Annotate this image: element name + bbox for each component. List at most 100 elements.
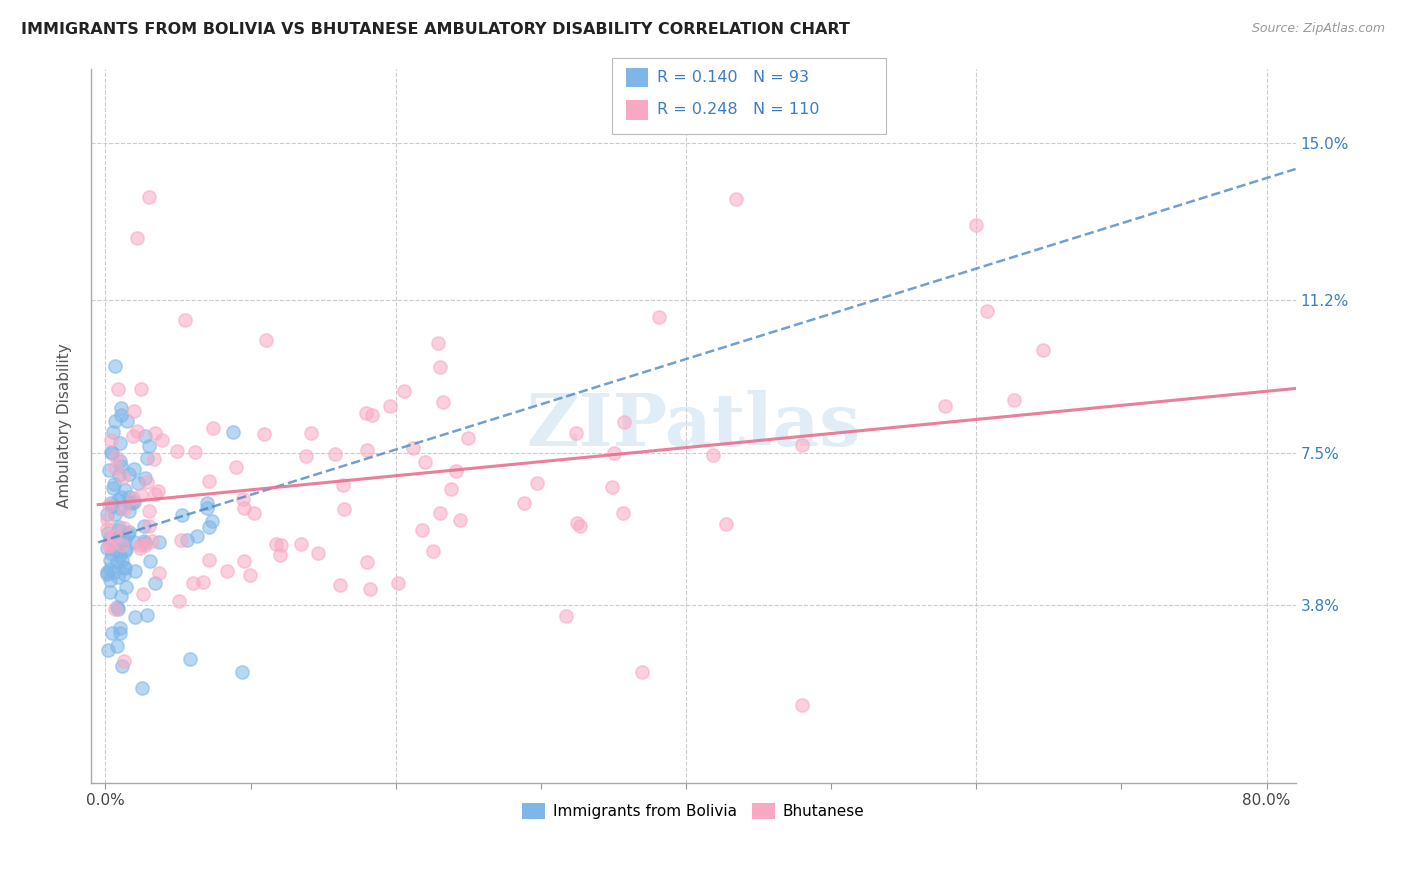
Point (356, 555, 378, 569)
Point (392, 384, 415, 398)
Point (100, 496, 122, 510)
Point (295, 449, 318, 463)
Point (122, 462, 145, 476)
Point (225, 459, 247, 474)
Point (197, 475, 219, 489)
Point (136, 608, 159, 623)
Point (138, 518, 160, 533)
Point (148, 534, 170, 549)
Point (290, 537, 312, 551)
Point (108, 454, 131, 468)
Legend: Immigrants from Bolivia, Bhutanese: Immigrants from Bolivia, Bhutanese (516, 797, 870, 825)
Point (103, 542, 125, 557)
Point (134, 429, 156, 443)
Point (107, 492, 129, 507)
Point (131, 681, 153, 695)
Point (233, 501, 256, 516)
Point (426, 336, 449, 351)
Point (965, 219, 987, 233)
Text: R = 0.248   N = 110: R = 0.248 N = 110 (657, 103, 820, 117)
Point (612, 507, 634, 521)
Point (114, 541, 136, 556)
Point (110, 501, 132, 516)
Point (231, 665, 253, 679)
Point (600, 480, 623, 494)
Point (134, 538, 156, 552)
Point (356, 443, 378, 458)
Point (565, 426, 588, 441)
Point (354, 405, 377, 419)
Point (108, 548, 131, 562)
Point (790, 698, 813, 712)
Point (98, 561, 121, 575)
Point (195, 496, 218, 510)
Point (176, 533, 198, 548)
Point (96, 565, 118, 579)
Point (101, 500, 124, 514)
Point (440, 482, 463, 496)
Point (101, 445, 124, 459)
Point (103, 529, 125, 543)
Point (110, 490, 132, 504)
Point (143, 575, 166, 590)
Point (110, 401, 132, 415)
Point (110, 589, 132, 603)
Point (565, 516, 588, 530)
Point (118, 467, 141, 482)
Point (114, 533, 136, 548)
Point (186, 529, 208, 543)
Point (449, 513, 471, 527)
Point (239, 567, 262, 582)
Point (104, 602, 127, 616)
Point (122, 404, 145, 418)
Point (716, 517, 738, 532)
Point (270, 538, 292, 552)
Point (127, 425, 149, 439)
Point (174, 313, 197, 327)
Point (121, 495, 143, 509)
Point (98, 573, 121, 587)
Point (107, 383, 129, 397)
Point (166, 443, 188, 458)
Point (1002, 392, 1025, 407)
Point (121, 428, 143, 442)
Point (104, 507, 127, 521)
Point (191, 575, 214, 590)
Point (167, 594, 190, 608)
Point (112, 560, 135, 574)
Point (129, 382, 152, 396)
Point (112, 566, 135, 581)
Point (170, 533, 193, 547)
Point (103, 566, 125, 580)
Point (100, 445, 122, 459)
Point (114, 544, 136, 558)
Point (323, 447, 346, 461)
Point (1032, 343, 1054, 357)
Point (100, 584, 122, 599)
Point (976, 303, 998, 318)
Point (96, 541, 118, 555)
Point (569, 519, 592, 533)
Point (122, 534, 145, 549)
Point (148, 483, 170, 498)
Point (103, 477, 125, 491)
Point (101, 547, 124, 561)
Point (129, 538, 152, 552)
Point (181, 576, 204, 591)
Point (141, 533, 163, 548)
Point (100, 433, 122, 447)
Point (110, 459, 132, 474)
Point (526, 476, 548, 491)
Point (179, 652, 201, 666)
Point (232, 492, 254, 507)
Point (269, 548, 291, 562)
Point (96, 567, 118, 582)
Point (108, 533, 131, 547)
Point (138, 504, 160, 518)
Point (139, 554, 162, 568)
Point (96, 507, 118, 521)
Text: Source: ZipAtlas.com: Source: ZipAtlas.com (1251, 22, 1385, 36)
Point (360, 409, 382, 423)
Point (118, 494, 141, 508)
Point (134, 519, 156, 533)
